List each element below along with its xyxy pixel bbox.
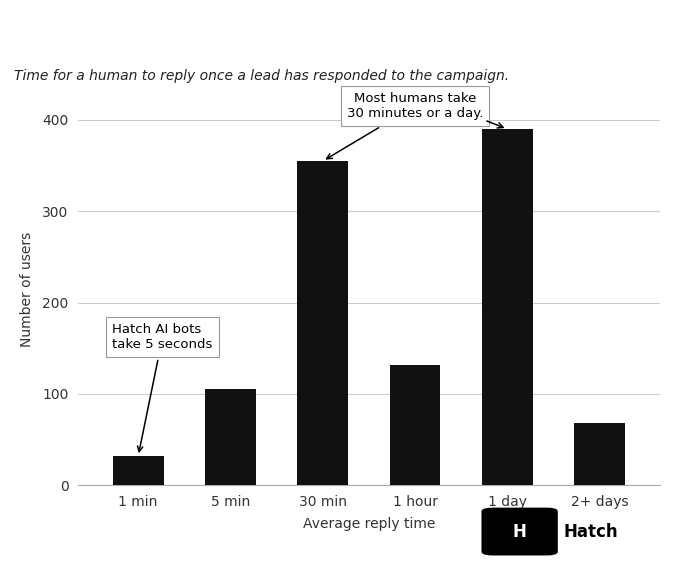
X-axis label: Average reply time: Average reply time [303, 517, 435, 531]
Text: Hatch AI bots
take 5 seconds: Hatch AI bots take 5 seconds [112, 323, 213, 452]
Text: Average User Reply Times in Hatch: Average User Reply Times in Hatch [10, 17, 478, 42]
Bar [113, 456, 164, 485]
Text: Hatch: Hatch [564, 522, 619, 541]
Text: Time for a human to reply once a lead has responded to the campaign.: Time for a human to reply once a lead ha… [14, 69, 509, 82]
Bar [574, 423, 625, 485]
Text: H: H [513, 522, 526, 541]
Bar [482, 129, 532, 485]
Bar [205, 389, 256, 485]
Bar [297, 161, 348, 485]
FancyBboxPatch shape [483, 509, 557, 554]
Bar [390, 365, 441, 485]
Text: Most humans take
30 minutes or a day.: Most humans take 30 minutes or a day. [326, 92, 483, 159]
Y-axis label: Number of users: Number of users [20, 231, 34, 347]
